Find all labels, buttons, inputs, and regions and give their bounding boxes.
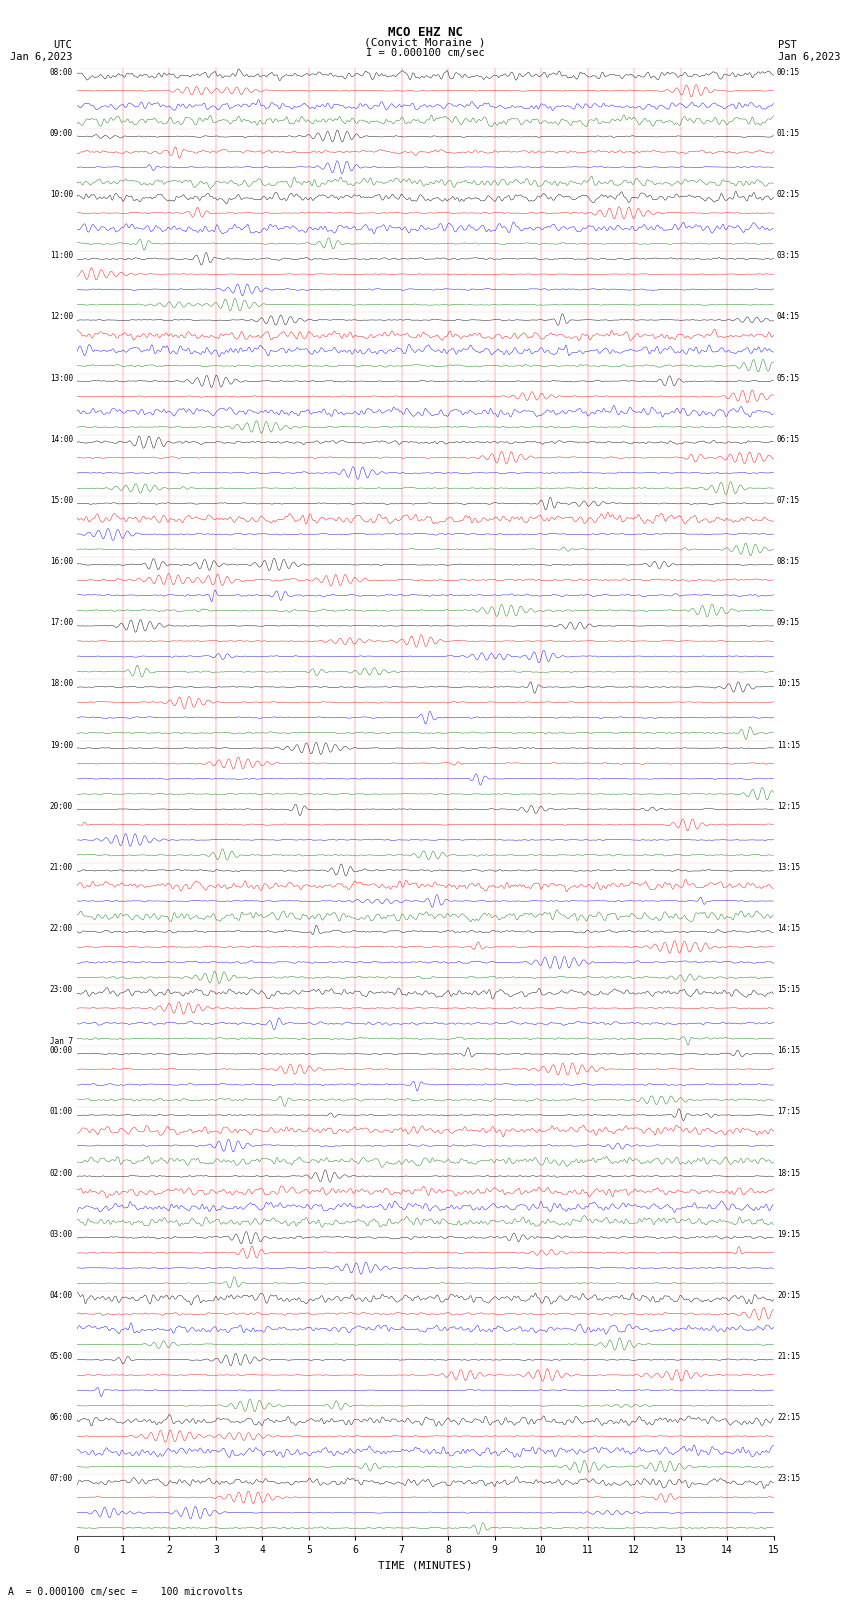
Text: 03:15: 03:15 [777, 252, 800, 260]
Text: 09:00: 09:00 [50, 129, 73, 137]
Text: 10:00: 10:00 [50, 190, 73, 198]
Text: 20:00: 20:00 [50, 802, 73, 811]
Text: 22:15: 22:15 [777, 1413, 800, 1423]
Text: I = 0.000100 cm/sec: I = 0.000100 cm/sec [366, 48, 484, 58]
Text: 14:15: 14:15 [777, 924, 800, 932]
Text: 23:00: 23:00 [50, 986, 73, 994]
Text: 11:00: 11:00 [50, 252, 73, 260]
Text: Jan 6,2023: Jan 6,2023 [9, 52, 72, 61]
Text: 00:15: 00:15 [777, 68, 800, 77]
Text: MCO EHZ NC: MCO EHZ NC [388, 26, 462, 39]
Text: 01:15: 01:15 [777, 129, 800, 137]
Text: 02:15: 02:15 [777, 190, 800, 198]
Text: 11:15: 11:15 [777, 740, 800, 750]
Text: 22:00: 22:00 [50, 924, 73, 932]
Text: (Convict Moraine ): (Convict Moraine ) [365, 37, 485, 47]
Text: 18:15: 18:15 [777, 1168, 800, 1177]
Text: 05:00: 05:00 [50, 1352, 73, 1361]
X-axis label: TIME (MINUTES): TIME (MINUTES) [377, 1560, 473, 1569]
Text: 14:00: 14:00 [50, 436, 73, 444]
Text: 00:00: 00:00 [50, 1047, 73, 1055]
Text: 12:15: 12:15 [777, 802, 800, 811]
Text: 07:15: 07:15 [777, 495, 800, 505]
Text: 19:00: 19:00 [50, 740, 73, 750]
Text: 21:15: 21:15 [777, 1352, 800, 1361]
Text: 13:00: 13:00 [50, 374, 73, 382]
Text: 16:15: 16:15 [777, 1047, 800, 1055]
Text: 15:15: 15:15 [777, 986, 800, 994]
Text: 18:00: 18:00 [50, 679, 73, 689]
Text: Jan 7: Jan 7 [50, 1037, 73, 1047]
Text: A  = 0.000100 cm/sec =    100 microvolts: A = 0.000100 cm/sec = 100 microvolts [8, 1587, 243, 1597]
Text: 23:15: 23:15 [777, 1474, 800, 1484]
Text: 13:15: 13:15 [777, 863, 800, 871]
Text: 05:15: 05:15 [777, 374, 800, 382]
Text: 04:15: 04:15 [777, 313, 800, 321]
Text: 10:15: 10:15 [777, 679, 800, 689]
Text: 06:15: 06:15 [777, 436, 800, 444]
Text: 17:00: 17:00 [50, 618, 73, 627]
Text: 16:00: 16:00 [50, 556, 73, 566]
Text: Jan 6,2023: Jan 6,2023 [778, 52, 841, 61]
Text: 03:00: 03:00 [50, 1229, 73, 1239]
Text: 15:00: 15:00 [50, 495, 73, 505]
Text: 01:00: 01:00 [50, 1108, 73, 1116]
Text: 02:00: 02:00 [50, 1168, 73, 1177]
Text: 12:00: 12:00 [50, 313, 73, 321]
Text: 17:15: 17:15 [777, 1108, 800, 1116]
Text: 09:15: 09:15 [777, 618, 800, 627]
Text: 06:00: 06:00 [50, 1413, 73, 1423]
Text: 04:00: 04:00 [50, 1290, 73, 1300]
Text: 19:15: 19:15 [777, 1229, 800, 1239]
Text: 20:15: 20:15 [777, 1290, 800, 1300]
Text: PST: PST [778, 40, 796, 50]
Text: UTC: UTC [54, 40, 72, 50]
Text: 08:00: 08:00 [50, 68, 73, 77]
Text: 07:00: 07:00 [50, 1474, 73, 1484]
Text: 08:15: 08:15 [777, 556, 800, 566]
Text: 21:00: 21:00 [50, 863, 73, 871]
